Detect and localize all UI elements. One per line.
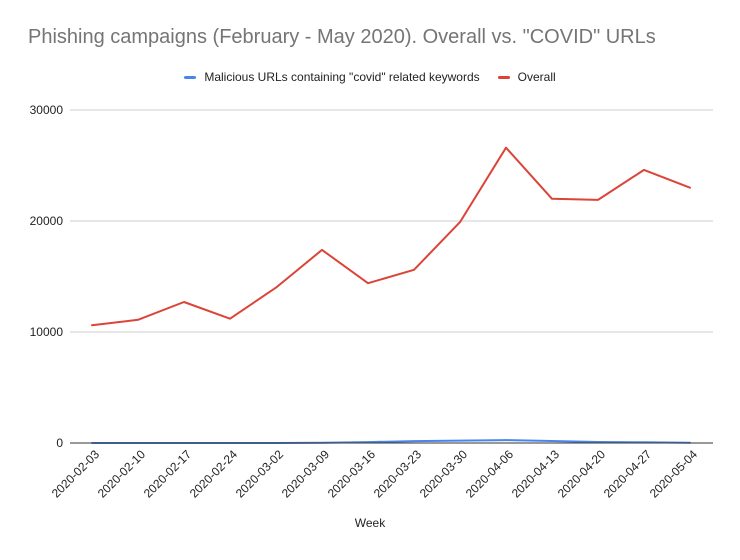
point-overall-2020-04-06 bbox=[503, 145, 509, 151]
x-tick-label-2020-04-27: 2020-04-27 bbox=[601, 447, 655, 501]
point-overall-2020-03-16 bbox=[365, 280, 371, 286]
point-overall-2020-03-30 bbox=[457, 219, 463, 225]
point-overall-2020-03-09 bbox=[319, 247, 325, 253]
x-tick-label-2020-02-10: 2020-02-10 bbox=[95, 447, 149, 501]
y-tick-label-30000: 30000 bbox=[30, 103, 64, 117]
legend-swatch-overall bbox=[497, 75, 510, 79]
x-tick-label-2020-05-04: 2020-05-04 bbox=[647, 447, 701, 501]
legend: Malicious URLs containing "covid" relate… bbox=[0, 70, 740, 84]
x-tick-label-2020-02-17: 2020-02-17 bbox=[141, 447, 195, 501]
point-overall-2020-02-03 bbox=[89, 322, 95, 328]
point-overall-2020-02-24 bbox=[227, 316, 233, 322]
point-overall-2020-03-23 bbox=[411, 267, 417, 273]
x-tick-label-2020-03-23: 2020-03-23 bbox=[371, 447, 425, 501]
point-overall-2020-03-02 bbox=[273, 285, 279, 291]
x-tick-label-2020-03-09: 2020-03-09 bbox=[279, 447, 333, 501]
point-overall-2020-04-20 bbox=[595, 197, 601, 203]
point-overall-2020-02-10 bbox=[135, 317, 141, 323]
legend-swatch-covid bbox=[184, 75, 197, 79]
legend-label-covid: Malicious URLs containing "covid" relate… bbox=[204, 70, 480, 84]
point-overall-2020-05-04 bbox=[687, 185, 693, 191]
x-tick-label-2020-03-16: 2020-03-16 bbox=[325, 447, 379, 501]
series-line-overall bbox=[91, 146, 691, 327]
y-tick-label-0: 0 bbox=[56, 436, 63, 450]
legend-label-overall: Overall bbox=[517, 70, 556, 84]
x-tick-label-2020-04-06: 2020-04-06 bbox=[463, 447, 517, 501]
x-tick-label-2020-03-30: 2020-03-30 bbox=[417, 447, 471, 501]
x-tick-label-2020-02-03: 2020-02-03 bbox=[49, 447, 103, 501]
x-tick-label-2020-04-13: 2020-04-13 bbox=[509, 447, 563, 501]
point-overall-2020-02-17 bbox=[181, 299, 187, 305]
point-overall-2020-04-13 bbox=[549, 196, 555, 202]
x-axis-label: Week bbox=[354, 516, 386, 530]
point-covid-2020-04-27 bbox=[641, 439, 647, 445]
y-tick-label-10000: 10000 bbox=[30, 325, 64, 339]
point-covid-2020-04-06 bbox=[503, 437, 509, 443]
legend-item-overall[interactable]: Overall bbox=[497, 70, 556, 84]
x-tick-label-2020-02-24: 2020-02-24 bbox=[187, 447, 241, 501]
x-tick-label-2020-04-20: 2020-04-20 bbox=[555, 447, 609, 501]
point-overall-2020-04-27 bbox=[641, 167, 647, 173]
point-covid-2020-03-16 bbox=[365, 439, 371, 445]
chart-title: Phishing campaigns (February - May 2020)… bbox=[28, 26, 656, 48]
x-tick-label-2020-03-02: 2020-03-02 bbox=[233, 447, 287, 501]
y-tick-label-20000: 20000 bbox=[30, 214, 64, 228]
point-covid-2020-04-20 bbox=[595, 439, 601, 445]
legend-item-covid[interactable]: Malicious URLs containing "covid" relate… bbox=[184, 70, 480, 84]
